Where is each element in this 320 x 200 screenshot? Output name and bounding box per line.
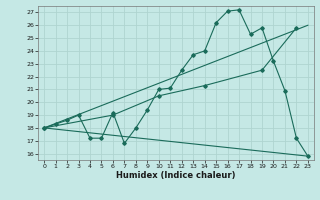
X-axis label: Humidex (Indice chaleur): Humidex (Indice chaleur): [116, 171, 236, 180]
